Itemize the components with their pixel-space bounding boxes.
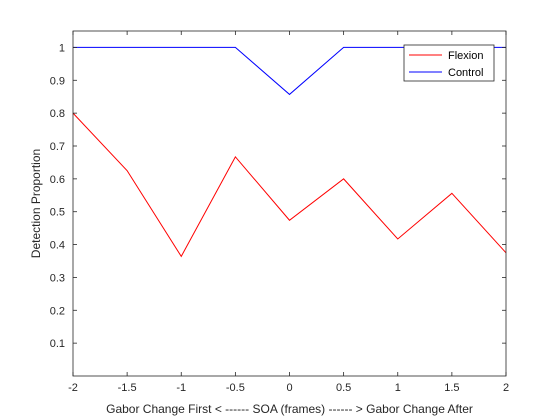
plot-area (73, 31, 506, 376)
y-tick-label: 0.8 (50, 108, 65, 120)
x-axis-label: Gabor Change First < ------ SOA (frames)… (106, 402, 473, 416)
y-tick-label: 0.7 (50, 141, 65, 153)
x-tick-label: -1 (176, 382, 186, 394)
y-tick-label: 0.6 (50, 174, 65, 186)
ticks-group: -2 -1.5 -1 -0.5 0 0.5 1 1.5 2 0.1 0.2 0.3 0.4 0.5 0.6 0… (50, 31, 509, 394)
y-tick-label: 0.1 (50, 338, 65, 350)
y-tick-label: 0.3 (50, 272, 65, 284)
y-tick-label: 0.4 (50, 240, 65, 252)
legend-label-flexion: Flexion (448, 50, 483, 62)
series-line-flexion (72, 112, 507, 258)
x-tick-label: 1.5 (444, 382, 459, 394)
x-tick-label: 0 (286, 382, 292, 394)
x-tick-label: -1.5 (118, 382, 137, 394)
x-tick-label: -2 (68, 382, 78, 394)
x-tick-label: 2 (503, 382, 509, 394)
legend-label-control: Control (448, 67, 483, 79)
x-tick-label: -0.5 (226, 382, 245, 394)
y-tick-label: 0.9 (50, 75, 65, 87)
axes-box (72, 30, 507, 377)
x-tick-label: 1 (395, 382, 401, 394)
legend-box (403, 44, 495, 82)
y-tick-label: 1 (59, 42, 65, 54)
y-axis-label: Detection Proportion (29, 149, 43, 258)
x-tick-label: 0.5 (336, 382, 351, 394)
y-tick-label: 0.5 (50, 207, 65, 219)
legend: Flexion Control (403, 44, 495, 82)
y-tick-label: 0.2 (50, 305, 65, 317)
